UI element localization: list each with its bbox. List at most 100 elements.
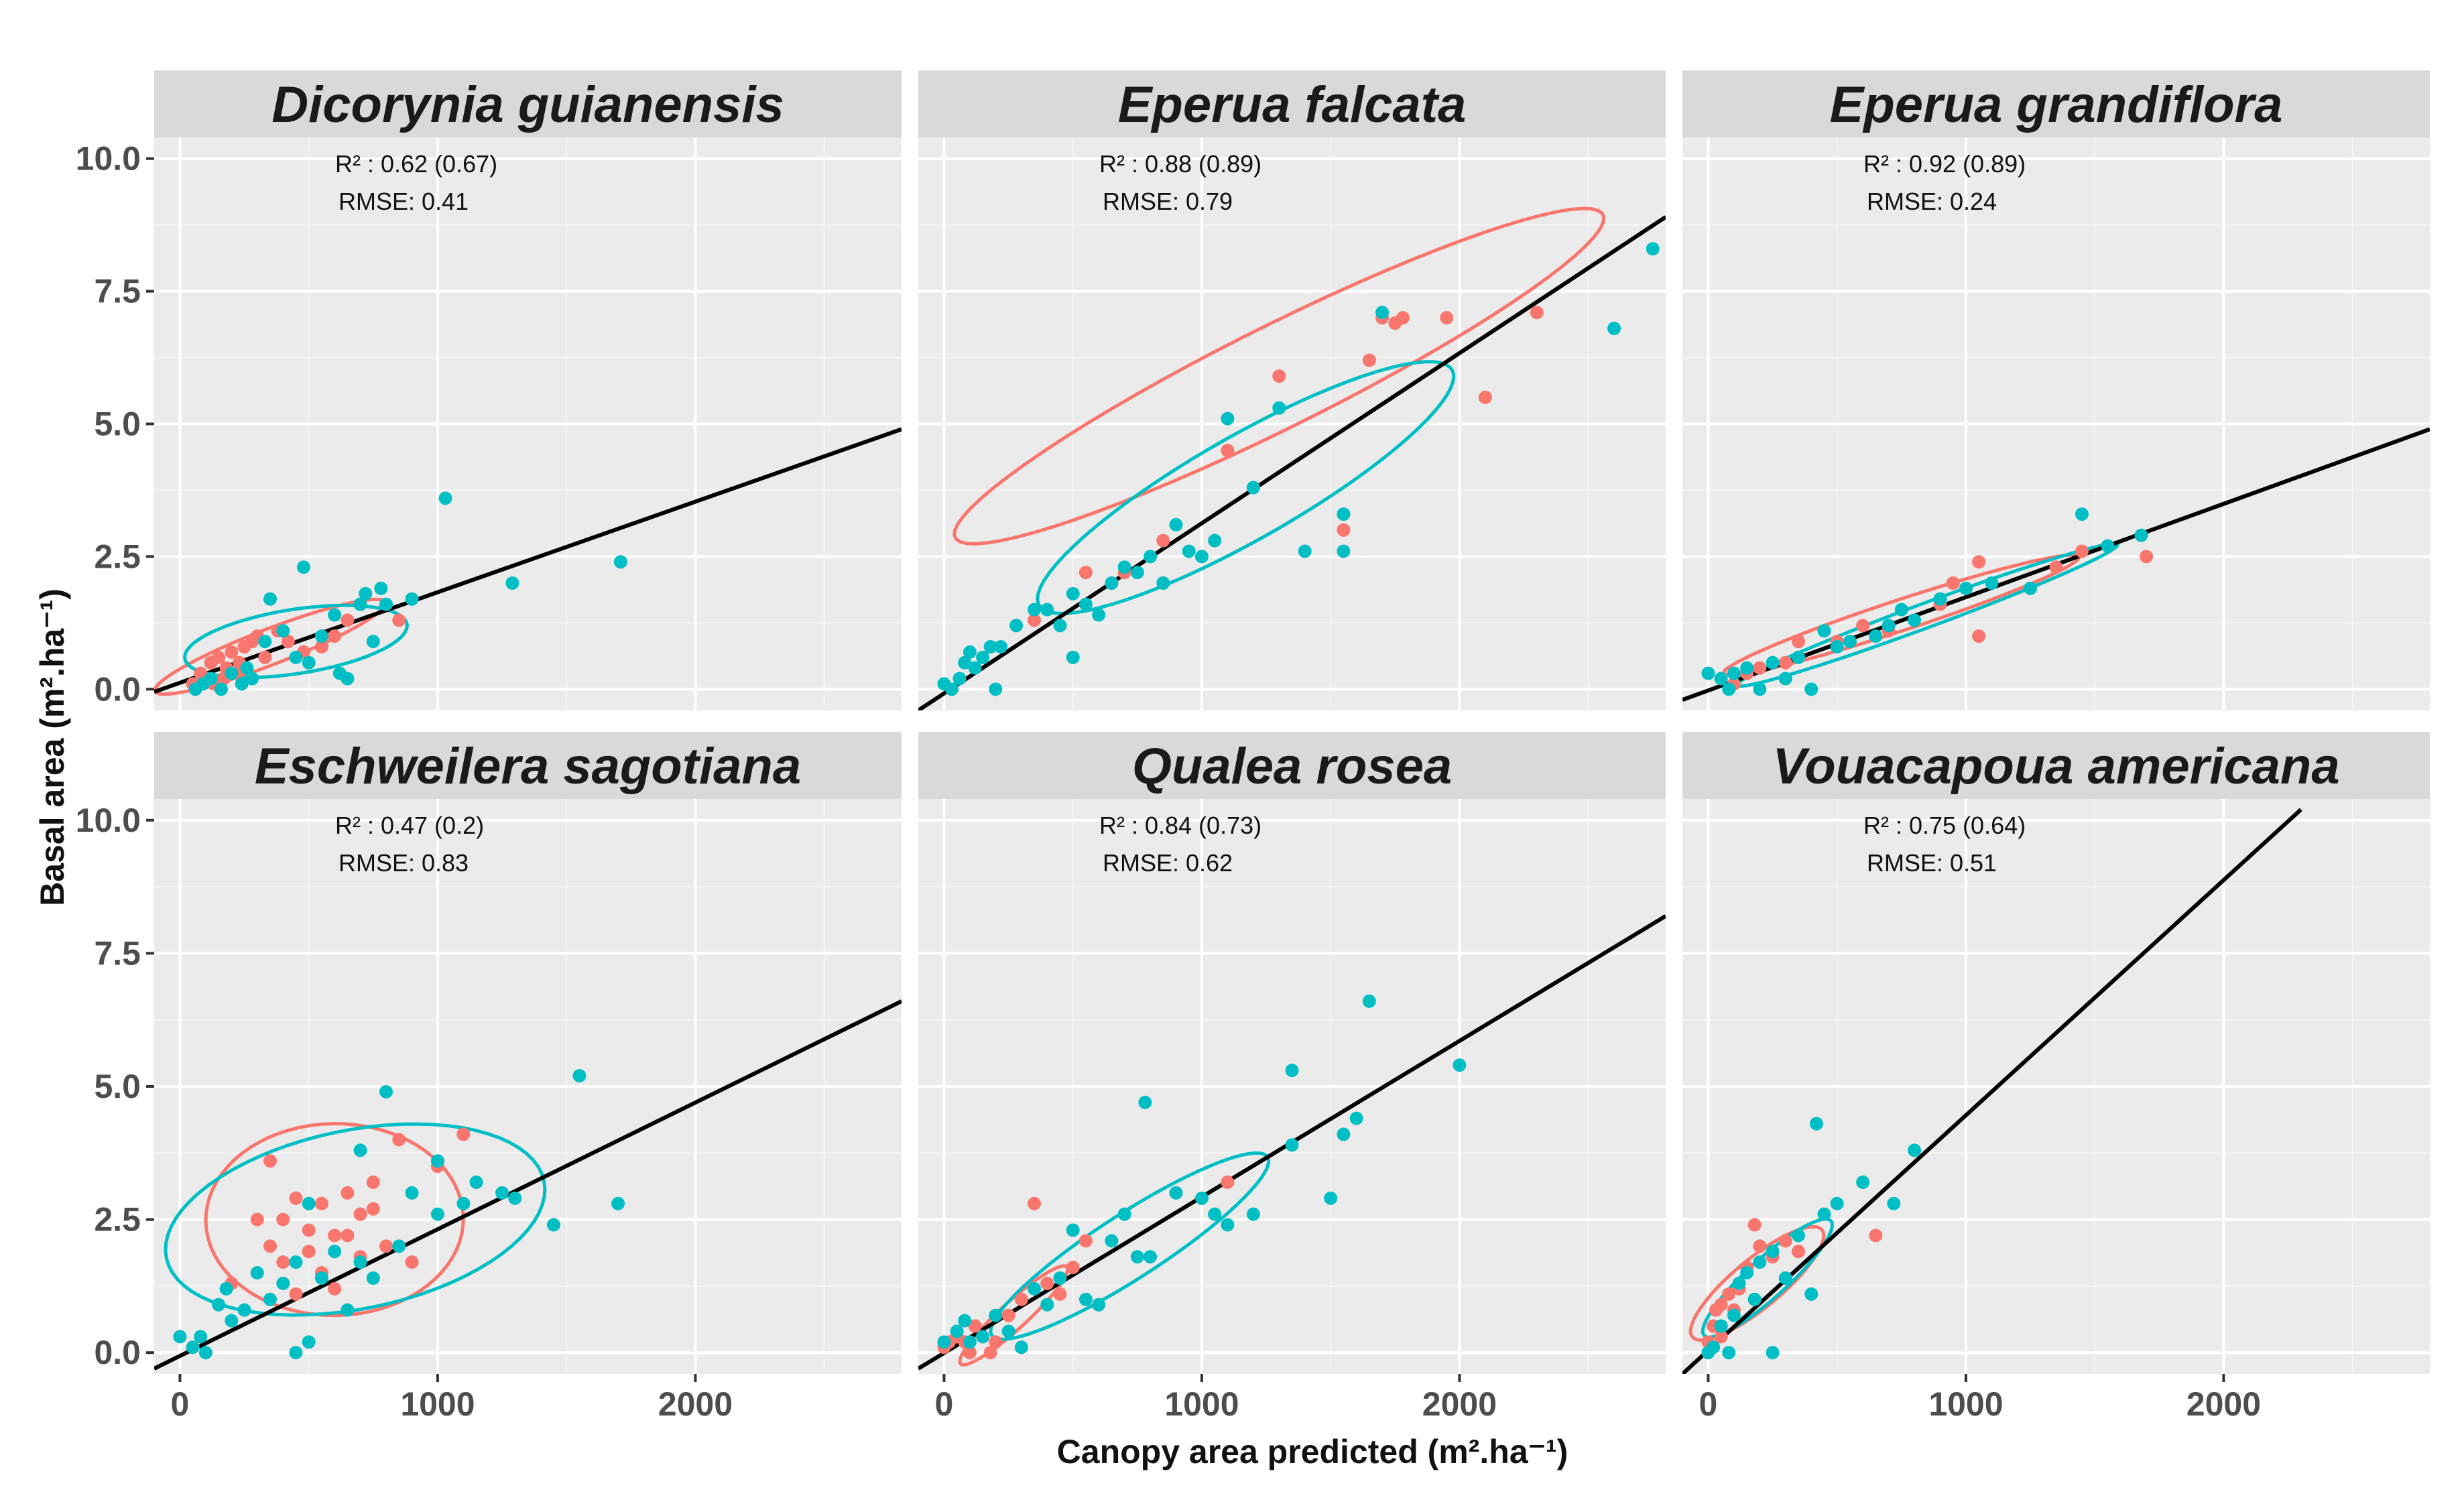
point-group_b (1079, 1292, 1093, 1306)
panels-layer: Dicorynia guianensis R² : 0.62 (0.67) RMSE… (76, 70, 2430, 1423)
rmse-annotation: RMSE: 0.79 (1103, 188, 1233, 215)
point-group_b (1324, 1191, 1338, 1205)
point-group_a (1946, 576, 1960, 590)
point-group_b (1804, 682, 1819, 696)
point-group_b (1714, 1319, 1728, 1333)
point-group_a (276, 1212, 290, 1226)
point-group_a (1972, 629, 1986, 643)
point-group_b (1117, 1207, 1131, 1221)
x-tick-label: 1000 (1928, 1385, 2003, 1423)
point-group_a (302, 1245, 316, 1259)
point-group_b (613, 555, 627, 569)
point-group_a (379, 1239, 393, 1253)
x-tick-label: 0 (1699, 1385, 1718, 1423)
point-group_a (392, 1133, 406, 1147)
point-group_b (263, 1292, 278, 1306)
point-group_b (1182, 544, 1196, 558)
point-group_b (1066, 650, 1080, 664)
point-group_b (1933, 592, 1947, 606)
x-tick-label: 1000 (1164, 1385, 1239, 1423)
point-group_b (1246, 1207, 1260, 1221)
point-group_a (1778, 1234, 1792, 1248)
point-group_b (302, 655, 316, 670)
point-group_b (1001, 1324, 1015, 1338)
point-group_a (2140, 550, 2154, 564)
point-group_b (225, 1314, 239, 1328)
point-group_b (328, 1245, 342, 1259)
y-tick-label: 2.5 (94, 538, 141, 575)
point-group_b (1337, 1127, 1351, 1141)
point-group_b (1066, 586, 1080, 601)
point-group_b (1985, 576, 1999, 590)
point-group_b (341, 672, 355, 686)
point-group_a (1856, 619, 1870, 633)
point-group_a (1156, 533, 1170, 548)
point-group_a (263, 1154, 278, 1168)
panel-plot-area (154, 999, 902, 1371)
point-group_b (1105, 1234, 1119, 1248)
point-group_b (366, 1271, 380, 1285)
point-group_a (1221, 444, 1235, 458)
point-group_a (1722, 1287, 1736, 1301)
point-group_b (314, 1271, 328, 1285)
panel-title: Eperua grandiflora (1830, 76, 2283, 133)
point-group_b (1607, 322, 1621, 335)
point-group_b (1208, 533, 1222, 548)
point-group_b (989, 682, 1003, 696)
point-group_b (1362, 994, 1376, 1008)
point-group_b (1646, 242, 1660, 256)
point-group_b (2075, 507, 2089, 521)
r2-annotation: R² : 0.62 (0.67) (335, 150, 497, 178)
point-group_b (379, 597, 393, 611)
point-group_b (1337, 544, 1351, 558)
point-group_a (302, 1223, 316, 1237)
point-group_b (611, 1196, 625, 1210)
panel-title: Vouacapoua americana (1772, 738, 2339, 795)
point-group_b (1792, 1228, 1806, 1243)
point-group_b (353, 1255, 367, 1269)
point-group_b (198, 1346, 212, 1360)
point-group_b (1285, 1064, 1299, 1078)
rmse-annotation: RMSE: 0.83 (338, 849, 469, 877)
r2-annotation: R² : 0.75 (0.64) (1863, 812, 2026, 839)
y-tick-label: 0.0 (94, 670, 141, 708)
panel-title: Dicorynia guianensis (271, 76, 784, 133)
point-group_b (950, 1324, 964, 1338)
x-tick-label: 2000 (658, 1385, 733, 1423)
point-group_b (302, 1335, 316, 1349)
point-group_a (963, 1346, 977, 1360)
point-group_b (438, 491, 452, 505)
r2-annotation: R² : 0.47 (0.2) (335, 812, 484, 839)
panel-2: Eperua falcata R² : 0.88 (0.89) RMSE: 0.79 (918, 70, 1666, 710)
point-group_b (235, 677, 249, 691)
point-group_a (314, 1196, 328, 1210)
point-group_b (237, 1303, 251, 1317)
point-group_b (405, 1186, 419, 1200)
point-group_a (341, 613, 355, 627)
point-group_a (1714, 1330, 1728, 1344)
point-group_b (1908, 1143, 1922, 1157)
point-group_b (1066, 1223, 1080, 1237)
ellipse-group_a (952, 206, 1606, 546)
point-group_a (1478, 390, 1492, 404)
y-tick-label: 5.0 (94, 1068, 141, 1105)
point-group_b (1727, 1308, 1741, 1322)
y-tick-label: 0.0 (94, 1334, 141, 1371)
rmse-annotation: RMSE: 0.24 (1867, 188, 1997, 215)
point-group_a (1753, 1239, 1767, 1253)
point-group_b (1169, 1186, 1183, 1200)
ellipse-group_b (183, 603, 409, 680)
point-group_b (2134, 528, 2148, 542)
point-group_a (392, 613, 406, 627)
point-group_b (944, 682, 959, 696)
r2-annotation: R² : 0.88 (0.89) (1099, 150, 1261, 178)
panel-6: Vouacapoua americana R² : 0.75 (0.64) RMSE… (1682, 732, 2430, 1423)
point-group_b (1156, 576, 1170, 590)
point-group_b (1830, 640, 1844, 653)
point-group_b (952, 672, 967, 686)
point-group_b (1740, 1266, 1754, 1280)
point-group_b (1117, 560, 1131, 574)
point-group_b (1894, 603, 1908, 617)
point-group_a (1337, 523, 1351, 537)
panel-strip (154, 732, 902, 799)
